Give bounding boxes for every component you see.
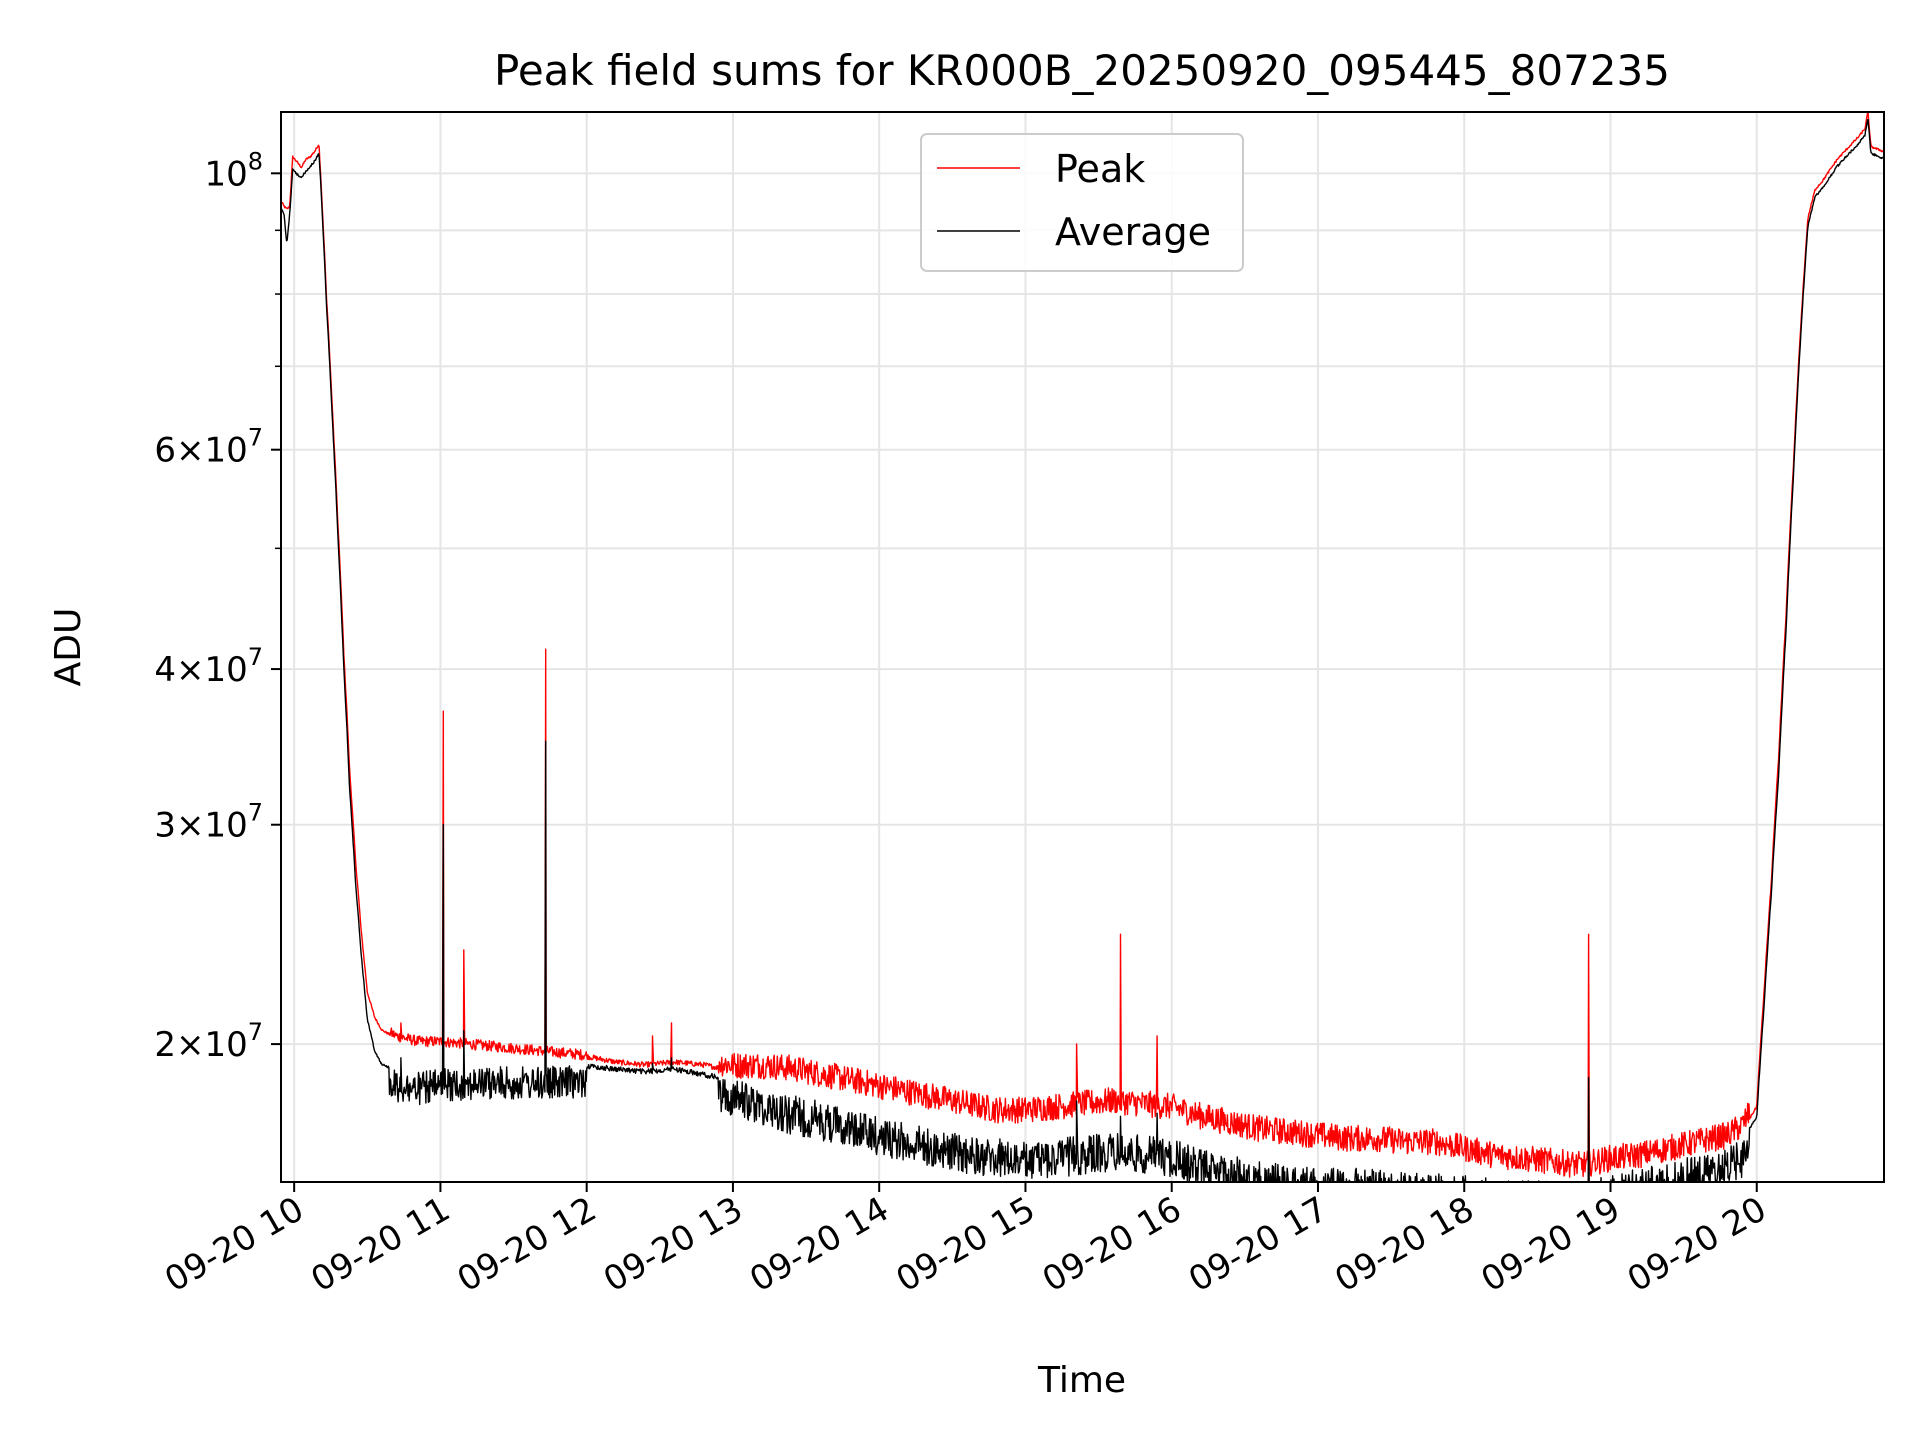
- y-tick-label: 3×107: [154, 799, 263, 846]
- y-tick-label: 6×107: [154, 424, 263, 471]
- x-axis-label: Time: [1037, 1360, 1126, 1401]
- series-layer: [281, 112, 1884, 1182]
- y-axis-label: ADU: [48, 608, 89, 687]
- series-line-average: [281, 118, 1884, 1182]
- plot-frame: [280, 111, 1885, 1183]
- legend-label-average: Average: [1055, 210, 1211, 254]
- legend-label-peak: Peak: [1055, 147, 1145, 191]
- legend: Peak Average: [920, 133, 1244, 272]
- y-tick-label: 2×107: [154, 1018, 263, 1065]
- series-line-peak: [281, 112, 1884, 1178]
- chart-title: Peak field sums for KR000B_20250920_0954…: [494, 46, 1670, 95]
- y-tick-label: 4×107: [154, 643, 263, 690]
- y-tick-label: 108: [204, 147, 263, 194]
- y-axis: 108 6×107 4×107 3×107 2×107: [154, 147, 281, 1065]
